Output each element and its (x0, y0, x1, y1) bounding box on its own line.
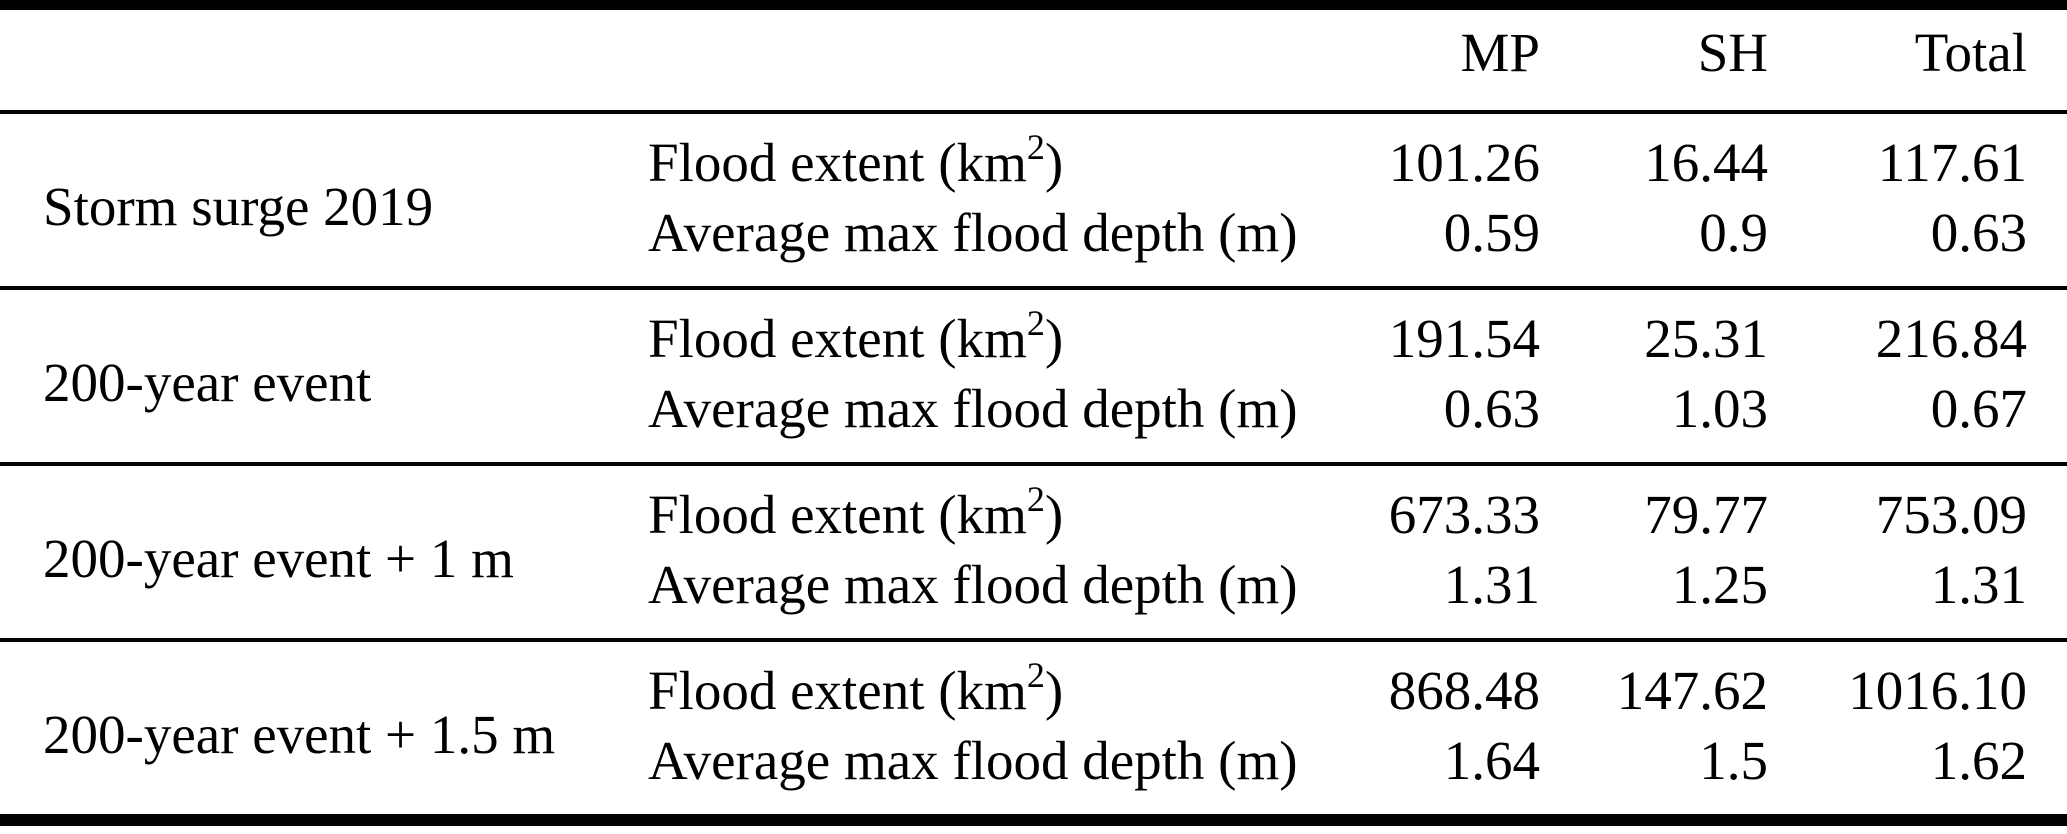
metric-label-flood-extent: Flood extent (km2) (640, 112, 1300, 198)
cell-depth-sh: 1.5 (1699, 730, 1768, 791)
table-row: Average max flood depth (m) 0.63 1.03 0.… (0, 374, 2067, 466)
metric-label-flood-depth: Average max flood depth (m) (640, 198, 1300, 290)
scenario-label: 200-year event + 1 m (0, 464, 640, 642)
scenario-label: 200-year event + 1.5 m (43, 704, 556, 765)
cell-extent-total: 753.09 (1875, 484, 2027, 545)
metric-extent-suffix: ) (1044, 308, 1064, 369)
group-storm-surge-2019: Storm surge 2019 Flood extent (km2) 101.… (0, 112, 2067, 290)
table-row: Average max flood depth (m) 0.59 0.9 0.6… (0, 198, 2067, 290)
cell-depth-mp: 0.63 (1300, 374, 1540, 466)
table-row: Average max flood depth (m) 1.31 1.25 1.… (0, 550, 2067, 642)
table-row: 200-year event + 1.5 m Flood extent (km2… (0, 640, 2067, 765)
metric-extent-suffix: ) (1044, 484, 1064, 545)
header-col-total: Total (1768, 5, 2067, 114)
metric-extent-prefix: Flood extent (km (648, 484, 1027, 545)
table-header: MP SH Total (0, 5, 2067, 114)
group-200-year-event-plus-1m: 200-year event + 1 m Flood extent (km2) … (0, 464, 2067, 642)
cell-extent-mp: 101.26 (1388, 132, 1540, 193)
scenario-label: 200-year event (0, 288, 640, 466)
header-col-mp: MP (1300, 5, 1540, 114)
cell-extent-sh: 79.77 (1644, 484, 1768, 545)
cell-depth-total: 1.62 (1930, 730, 2027, 791)
header-row: MP SH Total (0, 5, 2067, 114)
metric-label-flood-extent: Flood extent (km2) (640, 640, 1300, 726)
metric-extent-superscript: 2 (1026, 479, 1045, 519)
cell-extent-total: 216.84 (1875, 308, 2027, 369)
cell-extent-sh: 25.31 (1644, 308, 1768, 369)
cell-depth-mp: 1.64 (1443, 730, 1540, 791)
cell-depth-total: 0.63 (1768, 198, 2067, 290)
cell-extent-total: 1016.10 (1848, 660, 2027, 721)
metric-extent-prefix: Flood extent (km (648, 132, 1027, 193)
metric-label-flood-extent: Flood extent (km2) (640, 464, 1300, 550)
table-row: 200-year event + 1 m Flood extent (km2) … (0, 464, 2067, 642)
cell-extent-sh: 147.62 (1616, 660, 1768, 721)
cell-extent-sh: 16.44 (1644, 132, 1768, 193)
metric-label-flood-depth: Average max flood depth (m) (640, 374, 1300, 466)
cell-extent-mp: 673.33 (1388, 484, 1540, 545)
metric-extent-prefix: Flood extent (km (648, 660, 1027, 721)
metric-extent-suffix: ) (1044, 132, 1064, 193)
cell-depth-total: 1.31 (1768, 550, 2067, 642)
metric-extent-suffix: ) (1044, 660, 1064, 721)
metric-extent-superscript: 2 (1026, 303, 1045, 343)
cell-extent-mp: 868.48 (1388, 660, 1540, 721)
group-200-year-event-plus-1-5m: 200-year event + 1.5 m Flood extent (km2… (0, 640, 2067, 820)
table-row: Average max flood depth (m) 1.64 1.5 1.6… (0, 726, 2067, 820)
metric-extent-superscript: 2 (1026, 127, 1045, 167)
metric-label-flood-depth: Average max flood depth (m) (648, 730, 1298, 791)
metric-label-flood-extent: Flood extent (km2) (640, 288, 1300, 374)
cell-depth-sh: 0.9 (1540, 198, 1768, 290)
metric-label-flood-depth: Average max flood depth (m) (640, 550, 1300, 642)
cell-depth-sh: 1.03 (1540, 374, 1768, 466)
cell-extent-total: 117.61 (1877, 132, 2027, 193)
metric-extent-prefix: Flood extent (km (648, 308, 1027, 369)
metric-extent-superscript: 2 (1026, 655, 1045, 695)
cell-depth-sh: 1.25 (1540, 550, 1768, 642)
table-row: Storm surge 2019 Flood extent (km2) 101.… (0, 112, 2067, 290)
header-scenario (0, 5, 640, 114)
cell-depth-total: 0.67 (1768, 374, 2067, 466)
scenario-label: Storm surge 2019 (0, 112, 640, 290)
cell-extent-mp: 191.54 (1388, 308, 1540, 369)
header-col-sh: SH (1540, 5, 1768, 114)
table-row: 200-year event Flood extent (km2) 191.54… (0, 288, 2067, 466)
header-metric (640, 5, 1300, 114)
cell-depth-mp: 0.59 (1300, 198, 1540, 290)
cell-depth-mp: 1.31 (1300, 550, 1540, 642)
group-200-year-event: 200-year event Flood extent (km2) 191.54… (0, 288, 2067, 466)
